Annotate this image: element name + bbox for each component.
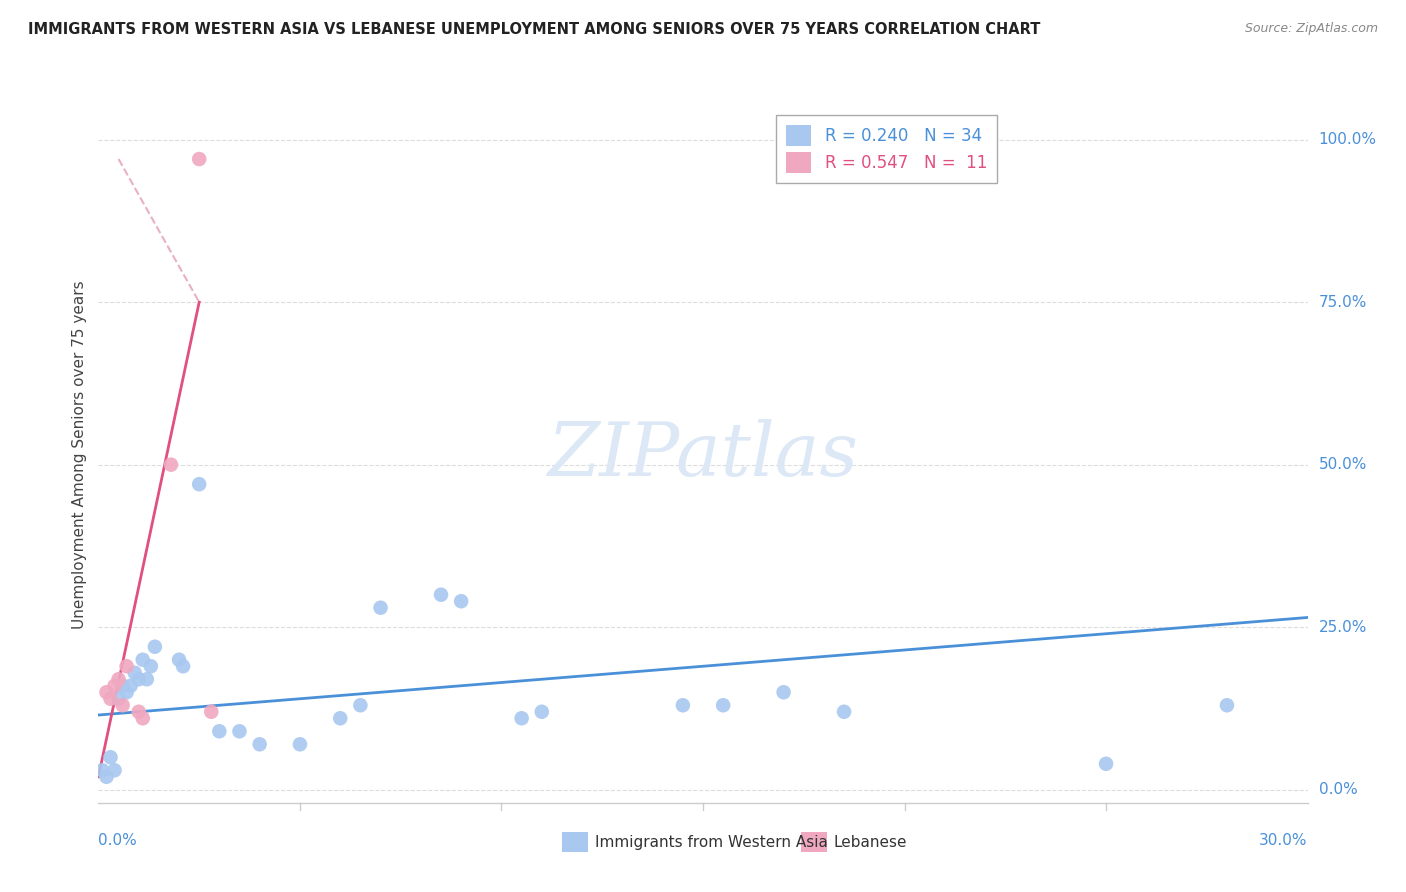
Point xyxy=(329,711,352,725)
Point xyxy=(430,588,453,602)
Text: Immigrants from Western Asia: Immigrants from Western Asia xyxy=(595,835,828,849)
Y-axis label: Unemployment Among Seniors over 75 years: Unemployment Among Seniors over 75 years xyxy=(72,281,87,629)
Text: 0.0%: 0.0% xyxy=(98,833,138,848)
Point xyxy=(349,698,371,713)
Point xyxy=(111,698,134,713)
Point xyxy=(200,705,222,719)
Text: 100.0%: 100.0% xyxy=(1319,132,1376,147)
Point xyxy=(107,691,129,706)
Text: 75.0%: 75.0% xyxy=(1319,294,1367,310)
Point xyxy=(128,705,150,719)
Point xyxy=(188,477,211,491)
Legend: R = 0.240   N = 34, R = 0.547   N =  11: R = 0.240 N = 34, R = 0.547 N = 11 xyxy=(776,115,997,183)
Point xyxy=(188,152,211,166)
Point xyxy=(1095,756,1118,771)
Point xyxy=(91,764,114,778)
Point xyxy=(111,679,134,693)
Text: Lebanese: Lebanese xyxy=(834,835,907,849)
Point xyxy=(124,665,146,680)
Point xyxy=(370,600,392,615)
Point xyxy=(160,458,183,472)
Point xyxy=(228,724,250,739)
Point xyxy=(832,705,855,719)
Text: 0.0%: 0.0% xyxy=(1319,782,1357,797)
Point xyxy=(249,737,271,751)
Point xyxy=(115,685,138,699)
Point xyxy=(772,685,794,699)
Text: 25.0%: 25.0% xyxy=(1319,620,1367,635)
Point xyxy=(120,679,142,693)
Point xyxy=(208,724,231,739)
Point xyxy=(172,659,194,673)
Point xyxy=(132,711,155,725)
Point xyxy=(1216,698,1239,713)
Point xyxy=(288,737,311,751)
Text: IMMIGRANTS FROM WESTERN ASIA VS LEBANESE UNEMPLOYMENT AMONG SENIORS OVER 75 YEAR: IMMIGRANTS FROM WESTERN ASIA VS LEBANESE… xyxy=(28,22,1040,37)
Point xyxy=(135,672,157,686)
Point xyxy=(107,672,129,686)
Point xyxy=(510,711,533,725)
Point xyxy=(450,594,472,608)
Point xyxy=(143,640,166,654)
Text: ZIPatlas: ZIPatlas xyxy=(547,418,859,491)
Point xyxy=(103,679,125,693)
Point xyxy=(672,698,695,713)
Point xyxy=(96,685,118,699)
Point xyxy=(103,764,125,778)
Text: 50.0%: 50.0% xyxy=(1319,458,1367,472)
Text: 30.0%: 30.0% xyxy=(1260,833,1308,848)
Point xyxy=(132,653,155,667)
Point xyxy=(530,705,553,719)
Text: Source: ZipAtlas.com: Source: ZipAtlas.com xyxy=(1244,22,1378,36)
Point xyxy=(139,659,162,673)
Point xyxy=(100,691,122,706)
Point xyxy=(96,770,118,784)
Point xyxy=(167,653,190,667)
Point xyxy=(128,672,150,686)
Point xyxy=(100,750,122,764)
Point xyxy=(711,698,734,713)
Point xyxy=(115,659,138,673)
